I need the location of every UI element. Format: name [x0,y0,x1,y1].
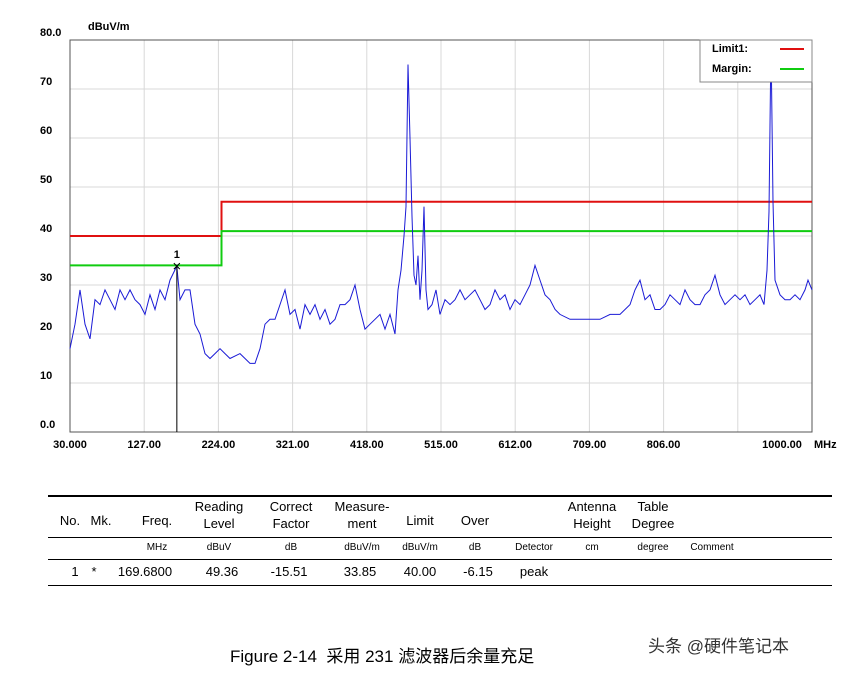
x-tick-label: 224.00 [202,439,236,451]
x-tick-label: 418.00 [350,439,384,451]
y-tick-label: 0.0 [40,419,55,431]
x-tick-label: 612.00 [498,439,532,451]
x-tick-label: 709.00 [573,439,607,451]
table-header: Height [573,516,611,531]
table-header: Limit [406,513,434,528]
legend-box [699,39,813,83]
table-header: Degree [631,516,675,531]
x-tick-label: 127.00 [127,439,161,451]
table-unit: Comment [690,542,734,553]
trace [69,39,813,364]
table-rule [48,537,832,538]
table-unit: Detector [515,542,553,553]
table-cell: 49.36 [205,564,239,579]
x-unit: MHz [814,439,837,451]
table-cell: -6.15 [463,564,493,579]
table-header: Mk. [90,513,112,528]
table-header: Over [460,513,490,528]
table-unit: dBuV [206,542,232,553]
table-unit: degree [637,542,669,553]
limit-line [70,200,812,237]
table-header: Factor [272,516,310,531]
table-unit: dBuV/m [402,542,438,553]
marker-point [173,262,181,270]
table-rule [48,495,832,497]
table-cell: * [91,564,97,579]
legend-label: Margin: [712,63,752,75]
table-cell: 1 [71,564,79,579]
table-rule [48,585,832,586]
y-tick-label: 30 [40,272,52,284]
y-tick-label: 50 [40,174,52,186]
table-header: Correct [269,499,313,514]
y-unit: dBuV/m [88,21,130,33]
table-header: Level [203,516,235,531]
legend-label: Limit1: [712,43,748,55]
caption: Figure 2-14 采用 231 滤波器后余量充足 [230,647,535,666]
table-header: Freq. [141,513,173,528]
x-tick-label: 515.00 [424,439,458,451]
y-tick-label: 10 [40,370,52,382]
table-cell: -15.51 [270,564,308,579]
table-cell: 169.6800 [117,564,173,579]
table-unit: MHz [146,542,168,553]
y-tick-label: 70 [40,76,52,88]
y-tick-label: 40 [40,223,52,235]
table-unit: dBuV/m [344,542,380,553]
table-header: ment [347,516,377,531]
limit-line [70,230,812,267]
watermark: 头条 @硬件笔记本 [648,637,789,656]
table-rule [48,559,832,560]
table-header: Table [637,499,669,514]
x-tick-label: 321.00 [276,439,310,451]
y-tick-label: 80.0 [40,27,61,39]
table-cell: peak [519,564,549,579]
table-header: No. [59,513,81,528]
y-tick-label: 60 [40,125,52,137]
table-cell: 40.00 [403,564,437,579]
table-unit: dB [468,542,482,553]
table-header: Antenna [567,499,617,514]
table-header: Reading [194,499,244,514]
y-tick-label: 20 [40,321,52,333]
table-unit: dB [284,542,298,553]
marker-label: 1 [174,249,180,261]
table-unit: cm [585,542,599,553]
x-tick-label: 30.000 [53,439,87,451]
table-header: Measure- [334,499,390,514]
x-tick-label: 806.00 [647,439,681,451]
x-tick-label: 1000.00 [762,439,802,451]
table-cell: 33.85 [343,564,377,579]
